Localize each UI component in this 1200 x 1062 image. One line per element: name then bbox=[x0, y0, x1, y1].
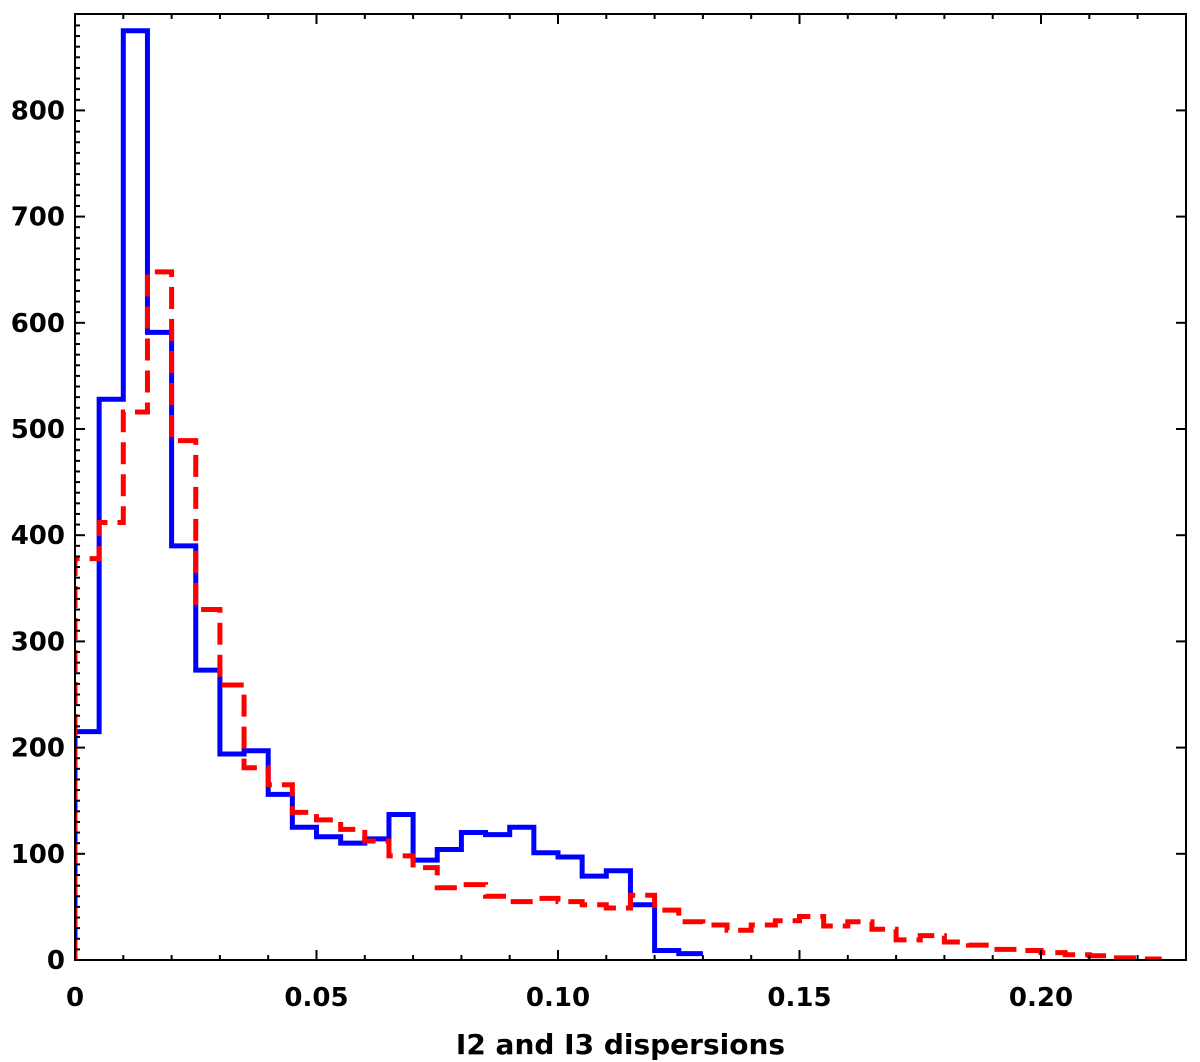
histogram-bin-series-1 bbox=[606, 871, 630, 960]
histogram-bin-series-1 bbox=[220, 754, 244, 960]
histogram-bin-series-2 bbox=[244, 768, 268, 960]
x-tick-label: 0.05 bbox=[284, 983, 348, 1013]
histogram-bin-series-2 bbox=[486, 896, 510, 960]
histogram-bin-series-2 bbox=[123, 412, 147, 960]
histogram-bin-series-2 bbox=[703, 925, 727, 960]
histogram-bin-series-2 bbox=[292, 812, 316, 960]
histogram-bin-series-2 bbox=[896, 940, 920, 960]
y-tick-label: 100 bbox=[11, 840, 65, 870]
histogram-bin-series-2 bbox=[606, 908, 630, 960]
solid-blue-histogram-series bbox=[75, 28, 703, 960]
histogram-bin-series-1 bbox=[172, 546, 196, 960]
plot-content bbox=[75, 28, 1162, 960]
histogram-bin-series-1 bbox=[534, 853, 558, 960]
histogram-bin-series-1 bbox=[437, 850, 461, 960]
histogram-bin-series-2 bbox=[510, 902, 534, 960]
axis-ticks bbox=[74, 14, 1186, 961]
histogram-bin-series-1 bbox=[147, 332, 171, 960]
histogram-bin-series-2 bbox=[196, 610, 220, 960]
histogram-bin-series-1 bbox=[389, 815, 413, 960]
histogram-bin-series-1 bbox=[75, 732, 99, 960]
x-axis-title: I2 and I3 dispersions bbox=[456, 1028, 785, 1061]
histogram-bin-series-1 bbox=[196, 670, 220, 960]
histogram-bin-series-2 bbox=[824, 926, 848, 960]
y-tick-label: 200 bbox=[11, 734, 65, 764]
histogram-bin-series-1 bbox=[317, 837, 341, 960]
histogram-bin-series-1 bbox=[292, 827, 316, 960]
y-tick-label: 0 bbox=[47, 946, 65, 976]
histogram-bin-series-2 bbox=[220, 685, 244, 960]
histogram-bin-series-1 bbox=[365, 839, 389, 960]
histogram-bin-series-1 bbox=[123, 31, 147, 960]
histogram-bin-series-2 bbox=[751, 925, 775, 960]
histogram-bin-series-2 bbox=[268, 785, 292, 960]
histogram-bin-series-2 bbox=[775, 921, 799, 960]
x-tick-label: 0.10 bbox=[526, 983, 590, 1013]
histogram-bin-series-2 bbox=[727, 930, 751, 960]
plot-border bbox=[74, 13, 1187, 961]
y-tick-label: 800 bbox=[11, 96, 65, 126]
y-tick-label: 600 bbox=[11, 309, 65, 339]
histogram-bin-series-2 bbox=[75, 559, 99, 960]
histogram-bin-series-2 bbox=[147, 272, 171, 960]
histogram-bin-series-2 bbox=[437, 888, 461, 960]
histogram-bin-series-2 bbox=[800, 916, 824, 960]
histogram-bin-series-2 bbox=[534, 898, 558, 960]
histogram-bin-series-1 bbox=[268, 794, 292, 960]
histogram-bin-series-2 bbox=[317, 820, 341, 960]
dashed-red-histogram-series bbox=[75, 269, 1162, 960]
histogram-bin-series-1 bbox=[413, 860, 437, 960]
histogram-bin-series-1 bbox=[461, 833, 485, 960]
histogram-bin-series-1 bbox=[244, 751, 268, 960]
histogram-bin-series-2 bbox=[872, 929, 896, 960]
histogram-bin-series-2 bbox=[920, 936, 944, 960]
histogram-bin-series-1 bbox=[630, 905, 654, 960]
histogram-bin-series-2 bbox=[341, 829, 365, 960]
y-tick-label: 700 bbox=[11, 203, 65, 233]
histogram-bin-series-2 bbox=[99, 522, 123, 960]
histogram-bin-series-2 bbox=[172, 441, 196, 960]
x-tick-label: 0.20 bbox=[1009, 983, 1073, 1013]
histogram-bin-series-1 bbox=[99, 399, 123, 960]
y-tick-label: 500 bbox=[11, 415, 65, 445]
histogram-bin-series-2 bbox=[365, 841, 389, 960]
histogram-bin-series-2 bbox=[848, 922, 872, 960]
y-tick-label: 400 bbox=[11, 521, 65, 551]
histogram-bin-series-2 bbox=[582, 905, 606, 960]
histogram-bin-series-2 bbox=[558, 902, 582, 960]
histogram-bin-series-1 bbox=[510, 827, 534, 960]
histogram-bin-series-1 bbox=[558, 857, 582, 960]
y-tick-label: 300 bbox=[11, 627, 65, 657]
x-tick-label: 0.15 bbox=[767, 983, 831, 1013]
histogram-bin-series-2 bbox=[944, 942, 968, 960]
histogram-bin-series-2 bbox=[413, 868, 437, 960]
plot-frame bbox=[74, 13, 1187, 961]
histogram-bin-series-2 bbox=[389, 856, 413, 960]
histogram-bin-series-1 bbox=[582, 876, 606, 960]
histogram-bin-series-2 bbox=[461, 885, 485, 960]
x-tick-label: 0 bbox=[66, 983, 84, 1013]
tick-labels: 0 0.05 0.10 0.15 0.20 0 100 200 300 400 500 600 700 8… bbox=[11, 96, 1073, 1013]
histogram-bin-series-1 bbox=[341, 843, 365, 960]
